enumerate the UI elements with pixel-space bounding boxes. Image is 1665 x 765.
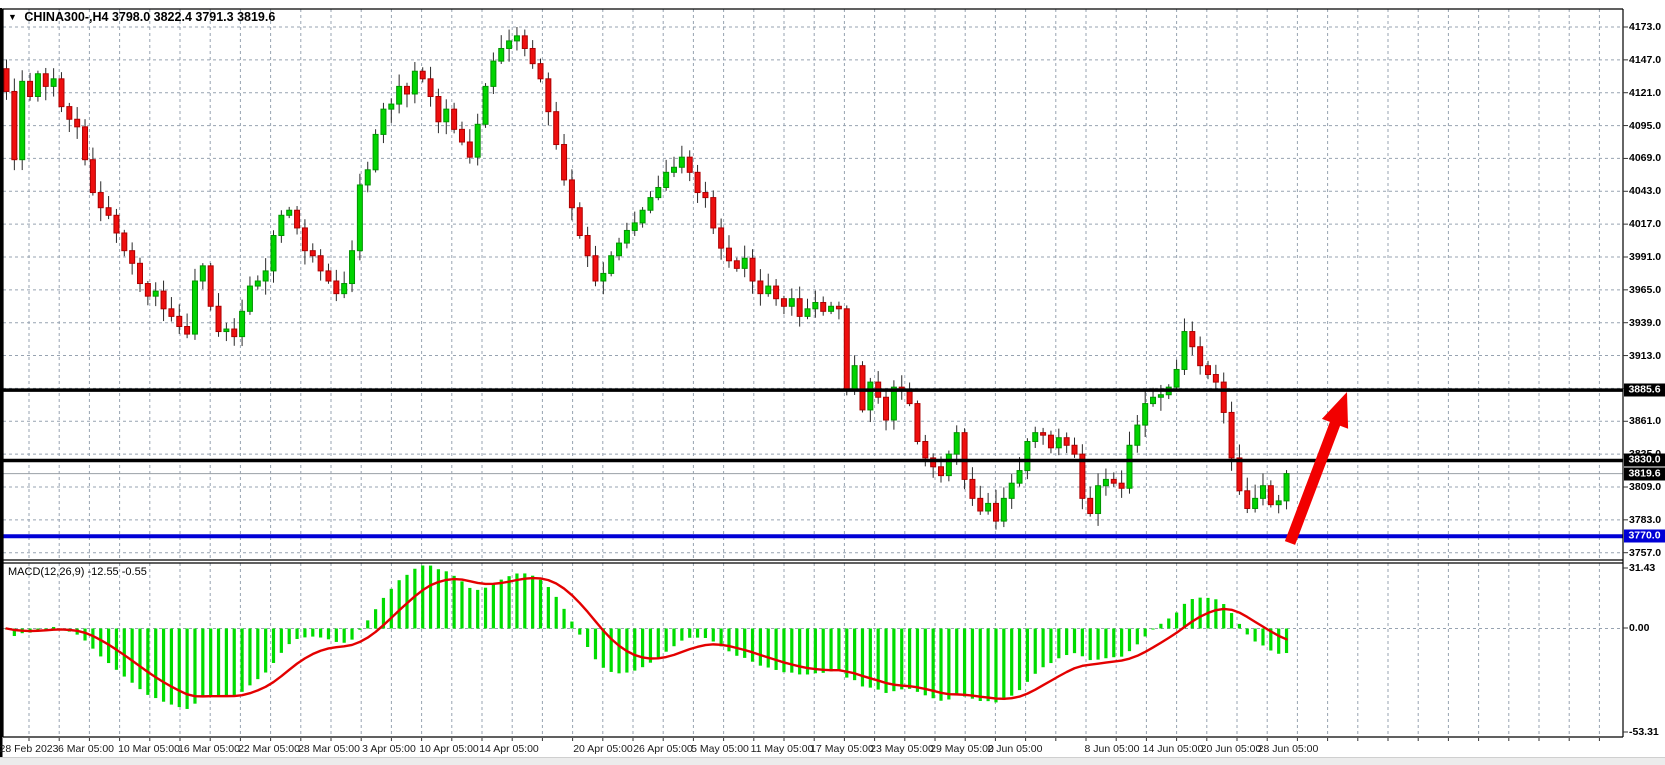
date-tick-label: 28 Jun 05:00 bbox=[1257, 743, 1319, 755]
symbol-title: ▼ CHINA300-,H4 3798.0 3822.4 3791.3 3819… bbox=[8, 10, 275, 24]
date-tick-label: 16 Mar 05:00 bbox=[178, 743, 240, 755]
date-tick-label: 29 May 05:00 bbox=[930, 743, 994, 755]
macd-scale-label: 31.43 bbox=[1629, 562, 1656, 574]
grid-lines bbox=[3, 9, 1623, 741]
price-level-badge: 3830.0 bbox=[1624, 453, 1665, 467]
price-tick-label: 4121.0 bbox=[1629, 86, 1662, 99]
price-tick-label: 3965.0 bbox=[1629, 283, 1662, 296]
macd-signal-value: -0.55 bbox=[121, 566, 147, 578]
date-tick-label: 5 May 05:00 bbox=[691, 743, 749, 755]
date-tick-label: 28 Mar 05:00 bbox=[298, 743, 360, 755]
macd-histogram bbox=[4, 565, 1289, 709]
price-tick-label: 4173.0 bbox=[1629, 21, 1662, 33]
date-tick-label: 20 Jun 05:00 bbox=[1200, 743, 1262, 755]
date-tick-label: 28 Feb 2023 bbox=[0, 743, 59, 755]
price-tick-label: 3913.0 bbox=[1629, 349, 1662, 362]
date-tick-label: 20 Apr 05:00 bbox=[573, 743, 633, 755]
candlesticks bbox=[3, 27, 1290, 530]
price-level-badge: 3885.6 bbox=[1624, 383, 1665, 397]
price-tick-label: 3783.0 bbox=[1629, 513, 1662, 526]
macd-name: MACD(12,26,9) bbox=[8, 566, 85, 578]
date-tick-label: 26 Apr 05:00 bbox=[633, 743, 693, 755]
date-tick-label: 17 May 05:00 bbox=[810, 743, 874, 755]
chart-frame bbox=[0, 8, 1628, 757]
price-tick-label: 3991.0 bbox=[1629, 250, 1662, 263]
price-tick-label: 3809.0 bbox=[1629, 480, 1662, 493]
macd-value: -12.55 bbox=[87, 566, 119, 578]
price-tick-label: 3757.0 bbox=[1629, 546, 1662, 559]
ohlc-values-label: 3798.0 3822.4 3791.3 3819.6 bbox=[111, 10, 276, 24]
price-tick-label: 4069.0 bbox=[1629, 152, 1662, 165]
date-tick-label: 14 Jun 05:00 bbox=[1142, 743, 1204, 755]
date-tick-label: 23 May 05:00 bbox=[870, 743, 934, 755]
price-tick-label: 3861.0 bbox=[1629, 415, 1662, 428]
chevron-down-icon[interactable]: ▼ bbox=[8, 12, 17, 22]
price-tick-label: 4095.0 bbox=[1629, 119, 1662, 132]
price-tick-label: 4147.0 bbox=[1629, 53, 1662, 66]
date-tick-label: 22 Mar 05:00 bbox=[238, 743, 300, 755]
price-level-badge: 3819.6 bbox=[1624, 467, 1665, 481]
window-bottom-edge bbox=[0, 757, 1665, 765]
date-tick-label: 8 Jun 05:00 bbox=[1084, 743, 1140, 755]
price-level-badge: 3770.0 bbox=[1624, 529, 1665, 543]
macd-indicator-label: MACD(12,26,9) -12.55 -0.55 bbox=[8, 566, 147, 578]
macd-signal-line bbox=[5, 576, 1288, 701]
date-tick-label: 2 Jun 05:00 bbox=[987, 743, 1043, 755]
symbol-timeframe-label: CHINA300-,H4 bbox=[24, 10, 109, 24]
level-lines[interactable] bbox=[3, 388, 1623, 539]
date-tick-label: 6 Mar 05:00 bbox=[57, 743, 115, 755]
macd-scale-label: 0.00 bbox=[1629, 622, 1650, 634]
date-tick-label: 11 May 05:00 bbox=[750, 743, 814, 755]
macd-scale-label: -53.31 bbox=[1629, 726, 1659, 738]
trend-arrow-annotation[interactable] bbox=[1284, 392, 1349, 545]
date-tick-label: 10 Apr 05:00 bbox=[419, 743, 479, 755]
price-tick-label: 4043.0 bbox=[1629, 185, 1662, 198]
up-arrow-icon[interactable] bbox=[1284, 392, 1349, 545]
price-tick-label: 3939.0 bbox=[1629, 316, 1662, 329]
price-tick-label: 4017.0 bbox=[1629, 218, 1662, 231]
date-tick-label: 14 Apr 05:00 bbox=[479, 743, 539, 755]
date-tick-label: 10 Mar 05:00 bbox=[118, 743, 180, 755]
date-tick-label: 3 Apr 05:00 bbox=[362, 743, 416, 755]
